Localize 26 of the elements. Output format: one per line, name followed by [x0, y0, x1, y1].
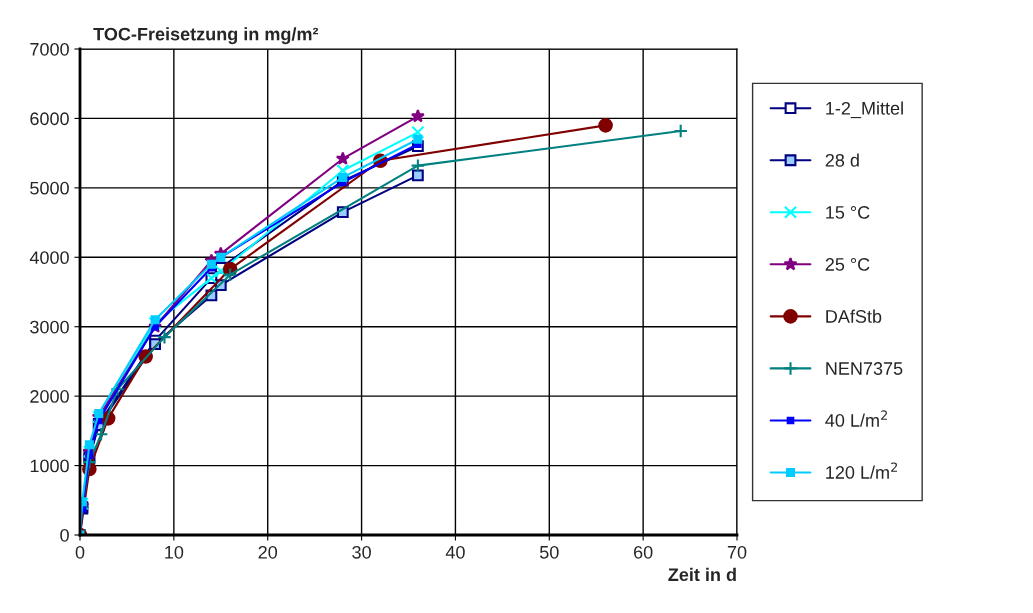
y-tick-label: 4000: [29, 251, 69, 265]
x-tick-label: 50: [539, 545, 559, 559]
legend-label: NEN7375: [826, 362, 903, 375]
legend-label: 25 °C: [825, 258, 870, 271]
y-tick-label: 7000: [30, 42, 69, 56]
y-tick-label: 5000: [30, 181, 69, 195]
x-axis-title: Zeit in d: [668, 567, 736, 582]
legend-label: 28 d: [825, 153, 859, 167]
legend-label: 120 L/m$^{2}$: [826, 462, 898, 479]
legend-label: 1-2_Mittel: [826, 101, 903, 119]
x-tick-label: 0: [75, 545, 85, 559]
y-tick-label: 2000: [30, 390, 69, 403]
x-tick-label: 70: [727, 545, 747, 559]
x-tick-label: 10: [165, 545, 184, 559]
x-tick-label: 20: [258, 545, 278, 559]
y-tick-label: 3000: [30, 320, 69, 334]
x-tick-label: 30: [352, 545, 371, 559]
y-tick-label: 1000: [30, 459, 69, 473]
y-axis-title: TOC-Freisetzung in mg/m²: [93, 27, 319, 45]
y-tick-label: 0: [60, 528, 69, 542]
legend-label: 40 L/m$^{2}$: [825, 410, 887, 427]
legend-label: DAfStb: [826, 309, 882, 323]
y-tick-label: 6000: [30, 112, 69, 126]
legend-label: 15 °C: [826, 206, 870, 219]
x-tick-label: 40: [445, 545, 465, 559]
x-tick-label: 60: [634, 545, 653, 559]
